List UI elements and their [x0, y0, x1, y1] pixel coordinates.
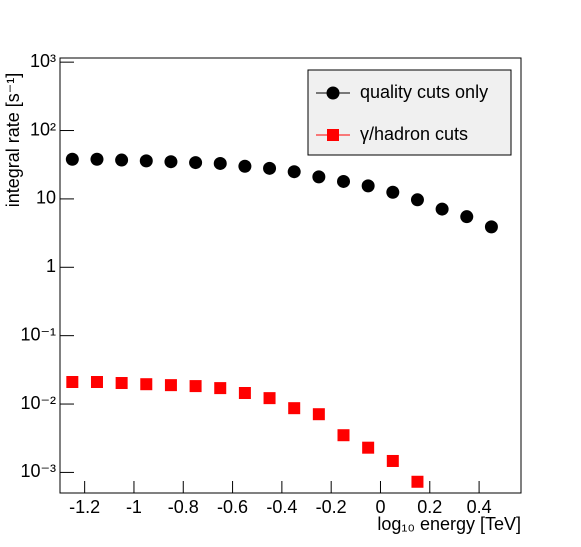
point	[189, 156, 203, 170]
point	[66, 376, 79, 389]
y-axis-label: integral rate [s⁻¹]	[3, 73, 23, 208]
x-tick-label: -0.4	[266, 497, 297, 517]
plot-frame	[59, 57, 522, 494]
point	[287, 165, 301, 179]
point	[65, 152, 79, 166]
point	[238, 159, 252, 173]
point	[213, 156, 227, 170]
x-tick-label: -1.2	[69, 497, 100, 517]
legend-marker	[327, 129, 339, 141]
y-tick-label: 10⁻²	[20, 393, 56, 413]
point	[337, 429, 350, 442]
point	[164, 379, 177, 392]
point	[386, 185, 400, 199]
x-tick-label: -0.2	[316, 497, 347, 517]
y-tick-label: 10⁻³	[20, 461, 56, 481]
x-axis-label: log₁₀ energy [TeV]	[377, 514, 521, 534]
legend-label: γ/hadron cuts	[360, 124, 468, 144]
y-tick-label: 10²	[30, 119, 56, 139]
y-tick-label: 1	[46, 256, 56, 276]
x-tick-label: 0	[375, 497, 385, 517]
legend-label: quality cuts only	[360, 82, 488, 102]
point	[288, 402, 301, 415]
point	[139, 154, 153, 168]
y-tick-label: 10	[36, 188, 56, 208]
x-tick-label: 0.4	[467, 497, 492, 517]
point	[263, 392, 276, 405]
point	[337, 174, 351, 188]
x-tick-label: -0.8	[168, 497, 199, 517]
x-tick-label: -0.6	[217, 497, 248, 517]
point	[115, 153, 129, 167]
point	[140, 378, 153, 391]
point	[214, 382, 227, 395]
x-tick-label: -1	[126, 497, 142, 517]
legend-marker	[326, 86, 340, 100]
point	[484, 220, 498, 234]
y-tick-label: 10⁻¹	[20, 324, 56, 344]
point	[164, 155, 178, 169]
point	[312, 170, 326, 184]
point	[189, 380, 202, 393]
point	[115, 377, 128, 390]
point	[361, 179, 375, 193]
point	[362, 441, 375, 454]
y-tick-label: 10³	[30, 51, 56, 71]
point	[410, 193, 424, 207]
x-tick-label: 0.2	[417, 497, 442, 517]
point	[435, 202, 449, 216]
point	[312, 408, 325, 421]
point	[411, 475, 424, 488]
point	[90, 376, 103, 389]
point	[460, 210, 474, 224]
point	[263, 161, 277, 175]
point	[90, 152, 104, 166]
legend-box	[307, 69, 512, 156]
point	[238, 387, 251, 400]
point	[386, 454, 399, 467]
